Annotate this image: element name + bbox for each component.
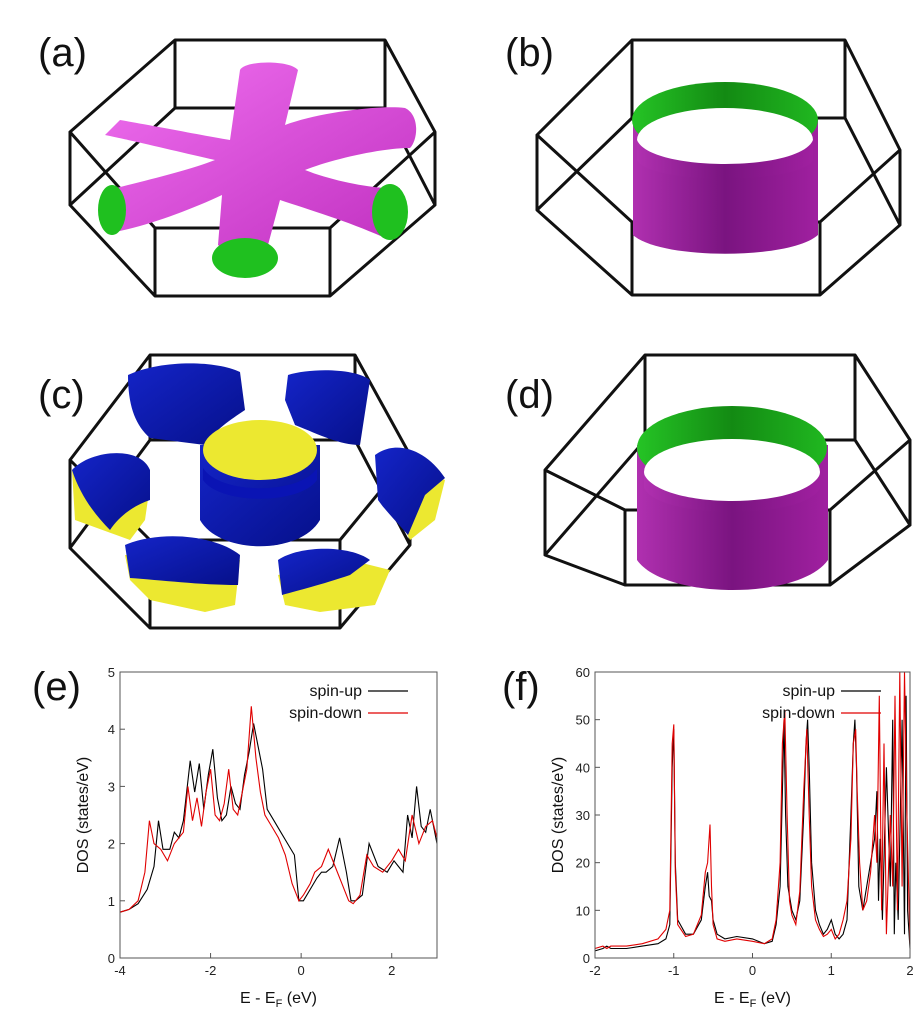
series-line-spin-down: [119, 706, 438, 913]
x-tick-label: 0: [749, 963, 756, 978]
legend-label-spin-up: spin-up: [310, 683, 363, 700]
y-axis-title: DOS (states/eV): [75, 757, 92, 873]
legend-label-spin-down: spin-down: [762, 705, 835, 722]
fermi-surface-a: [98, 62, 417, 278]
x-tick-label: 1: [828, 963, 835, 978]
brillouin-zone-b: [535, 38, 902, 297]
x-axis-title-sub: F: [276, 998, 283, 1010]
y-tick-label: 10: [576, 903, 590, 918]
panel-d: (d): [505, 353, 912, 590]
panel-f-label: (f): [502, 665, 540, 709]
y-tick-label: 0: [108, 951, 115, 966]
brillouin-zone-d: [543, 353, 912, 587]
x-tick-label: -2: [589, 963, 601, 978]
x-axis-title-unit: (eV): [756, 990, 791, 1007]
panel-d-label: (d): [505, 373, 554, 417]
panel-e: (e) -4 -2 0 2 0 1 2 3 4 5 E - EF (eV) DOS (states/e…: [32, 665, 438, 1010]
y-tick-label: 4: [108, 722, 115, 737]
panel-b-label: (b): [505, 31, 554, 75]
series-line-spin-up: [594, 695, 911, 952]
x-tick-label: -1: [668, 963, 680, 978]
y-tick-label: 20: [576, 856, 590, 871]
y-tick-label: 60: [576, 665, 590, 680]
y-axis-title: DOS (states/eV): [550, 757, 567, 873]
pocket-end-bottom: [212, 238, 278, 278]
pocket-end-left: [98, 185, 126, 235]
x-axis-title-main: E - E: [240, 990, 276, 1007]
x-tick-label: 2: [388, 963, 395, 978]
pocket-end-right: [372, 184, 408, 240]
panel-c: (c): [38, 353, 445, 630]
x-axis-title: E - EF (eV): [714, 990, 791, 1010]
x-tick-label: -2: [205, 963, 217, 978]
x-axis-title-sub: F: [750, 998, 757, 1010]
x-axis-title: E - EF (eV): [240, 990, 317, 1010]
y-tick-label: 1: [108, 894, 115, 909]
fermi-surface-b: [632, 82, 818, 254]
x-tick-label: 2: [906, 963, 913, 978]
plot-frame: [594, 671, 911, 959]
panel-a-label: (a): [38, 31, 87, 75]
y-tick-label: 2: [108, 837, 115, 852]
legend-label-spin-up: spin-up: [783, 683, 836, 700]
y-tick-label: 50: [576, 713, 590, 728]
pocket-top-left: [128, 363, 245, 445]
x-axis-title-main: E - E: [714, 990, 750, 1007]
series-line-spin-down: [594, 671, 911, 950]
fermi-surface-d: [637, 406, 828, 590]
panel-c-label: (c): [38, 373, 85, 417]
pocket-top-right: [285, 370, 370, 445]
plot-frame: [119, 671, 438, 959]
y-tick-label: 40: [576, 760, 590, 775]
fermi-surface-c: [72, 363, 445, 612]
series-line-spin-up: [119, 723, 438, 913]
legend-label-spin-down: spin-down: [289, 705, 362, 722]
y-tick-label: 0: [583, 951, 590, 966]
chart-e: -4 -2 0 2 0 1 2 3 4 5 E - EF (eV) DOS (states/eV) sp…: [75, 665, 438, 1010]
panel-a: (a): [38, 31, 437, 298]
x-tick-label: -4: [114, 963, 126, 978]
panel-b: (b): [505, 31, 902, 297]
y-tick-label: 3: [108, 779, 115, 794]
y-tick-label: 30: [576, 808, 590, 823]
x-tick-label: 0: [298, 963, 305, 978]
x-axis-title-unit: (eV): [282, 990, 317, 1007]
y-tick-label: 5: [108, 665, 115, 680]
panel-e-label: (e): [32, 665, 81, 709]
